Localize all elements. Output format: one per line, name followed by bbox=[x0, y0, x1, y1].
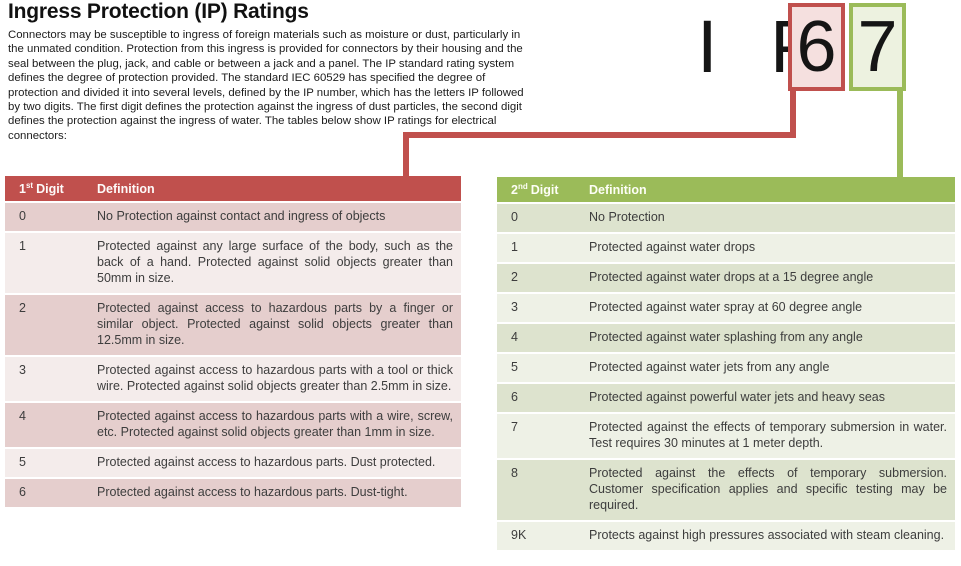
digit-value: 2 bbox=[511, 270, 518, 284]
digit-value: 2 bbox=[19, 301, 26, 315]
header-digit-label: Digit bbox=[36, 182, 64, 196]
digit-value: 0 bbox=[19, 209, 26, 223]
intro-paragraph: Connectors may be susceptible to ingress… bbox=[8, 29, 524, 142]
table-row: 3 Protected against access to hazardous … bbox=[5, 357, 461, 401]
digit-value: 9K bbox=[511, 528, 527, 542]
table-row: 6 Protected against powerful water jets … bbox=[497, 384, 955, 412]
second-digit-connector-line bbox=[897, 89, 903, 178]
table-row: 6 Protected against access to hazardous … bbox=[5, 479, 461, 507]
definition-text: Protected against the effects of tempora… bbox=[589, 466, 947, 512]
definition-text: Protected against water drops bbox=[589, 240, 756, 254]
digit-value: 1 bbox=[511, 240, 518, 254]
table-row: 9K Protects against high pressures assoc… bbox=[497, 522, 955, 550]
digit-value: 5 bbox=[19, 455, 26, 469]
column-header-definition: Definition bbox=[97, 182, 155, 196]
definition-text: No Protection against contact and ingres… bbox=[97, 209, 386, 223]
ip-first-digit-box: 6 bbox=[788, 3, 845, 91]
column-header-definition: Definition bbox=[589, 183, 647, 197]
digit-value: 0 bbox=[511, 210, 518, 224]
definition-text: No Protection bbox=[589, 210, 665, 224]
table-row: 5 Protected against access to hazardous … bbox=[5, 449, 461, 477]
definition-text: Protected against water jets from any an… bbox=[589, 360, 830, 374]
header-digit-number: 2 bbox=[511, 183, 518, 197]
definition-text: Protected against water splashing from a… bbox=[589, 330, 863, 344]
header-digit-number: 1 bbox=[19, 182, 26, 196]
table-row: 0 No Protection against contact and ingr… bbox=[5, 203, 461, 231]
definition-text: Protected against water drops at a 15 de… bbox=[589, 270, 874, 284]
table-row: 1 Protected against water drops bbox=[497, 234, 955, 262]
table-header-row: 1st Digit Definition bbox=[5, 176, 461, 201]
digit-value: 1 bbox=[19, 239, 26, 253]
definition-text: Protected against access to hazardous pa… bbox=[97, 485, 408, 499]
digit-value: 4 bbox=[511, 330, 518, 344]
table-row: 2 Protected against water drops at a 15 … bbox=[497, 264, 955, 292]
definition-text: Protected against any large surface of t… bbox=[97, 239, 453, 285]
column-header-digit: 1st Digit bbox=[5, 176, 85, 201]
ip-second-digit-box: 7 bbox=[849, 3, 906, 91]
header-digit-label: Digit bbox=[530, 183, 559, 197]
digit-value: 5 bbox=[511, 360, 518, 374]
column-header-digit: 2nd Digit bbox=[497, 177, 577, 202]
digit-value: 3 bbox=[511, 300, 518, 314]
digit-value: 6 bbox=[19, 485, 26, 499]
digit-value: 3 bbox=[19, 363, 26, 377]
table-row: 4 Protected against access to hazardous … bbox=[5, 403, 461, 447]
header-digit-ordinal: st bbox=[25, 180, 34, 190]
definition-text: Protected against access to hazardous pa… bbox=[97, 301, 453, 347]
definition-text: Protected against the effects of tempora… bbox=[589, 420, 947, 450]
definition-text: Protected against access to hazardous pa… bbox=[97, 409, 453, 439]
first-digit-connector-line bbox=[403, 132, 409, 178]
page-title: Ingress Protection (IP) Ratings bbox=[8, 0, 309, 23]
definition-text: Protected against powerful water jets an… bbox=[589, 390, 886, 404]
digit-value: 6 bbox=[511, 390, 518, 404]
first-digit-connector-line bbox=[403, 132, 796, 138]
digit-value: 8 bbox=[511, 466, 518, 480]
table-row: 7 Protected against the effects of tempo… bbox=[497, 414, 955, 458]
definition-text: Protected against water spray at 60 degr… bbox=[589, 300, 863, 314]
first-digit-table: 1st Digit Definition 0 No Protection agai… bbox=[5, 176, 461, 507]
header-digit-ordinal: nd bbox=[517, 181, 528, 191]
first-digit-connector-line bbox=[790, 89, 796, 136]
table-row: 1 Protected against any large surface of… bbox=[5, 233, 461, 293]
digit-value: 7 bbox=[511, 420, 518, 434]
second-digit-table: 2nd Digit Definition 0 No Protection 1 Pr… bbox=[497, 177, 955, 550]
digit-value: 4 bbox=[19, 409, 26, 423]
table-row: 8 Protected against the effects of tempo… bbox=[497, 460, 955, 520]
table-row: 0 No Protection bbox=[497, 204, 955, 232]
table-row: 2 Protected against access to hazardous … bbox=[5, 295, 461, 355]
definition-text: Protects against high pressures associat… bbox=[589, 528, 945, 542]
table-header-row: 2nd Digit Definition bbox=[497, 177, 955, 202]
table-row: 5 Protected against water jets from any … bbox=[497, 354, 955, 382]
definition-text: Protected against access to hazardous pa… bbox=[97, 455, 436, 469]
definition-text: Protected against access to hazardous pa… bbox=[97, 363, 453, 393]
table-row: 3 Protected against water spray at 60 de… bbox=[497, 294, 955, 322]
table-row: 4 Protected against water splashing from… bbox=[497, 324, 955, 352]
